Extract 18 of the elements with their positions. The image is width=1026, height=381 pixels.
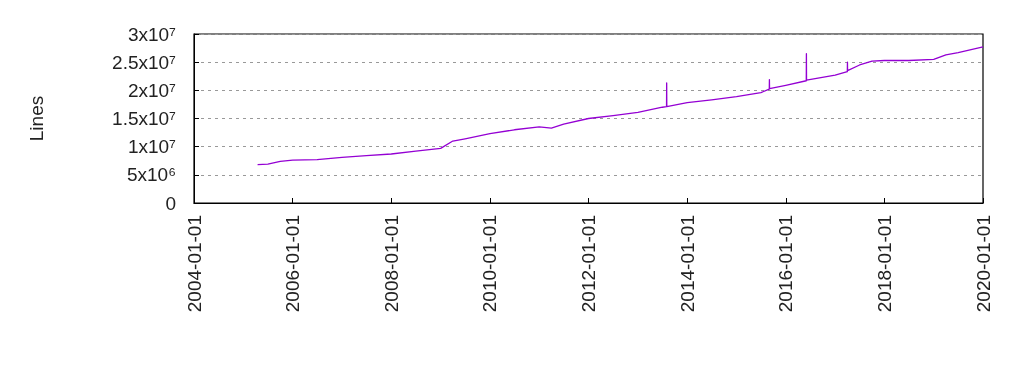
y-tick-label: 0 (165, 192, 176, 214)
x-tick-label: 2010-01-01 (479, 215, 501, 313)
y-tick-label: 5x10⁶ (126, 164, 176, 186)
line-series (256, 46, 984, 166)
x-tick-label: 2008-01-01 (380, 215, 402, 313)
y-tick-label: 1.5x10⁷ (112, 108, 177, 129)
x-tick-label: 2004-01-01 (183, 215, 205, 313)
x-tick-label: 2014-01-01 (676, 215, 698, 313)
y-axis-title: Lines (26, 95, 47, 142)
y-tick-label: 1x10⁷ (127, 136, 177, 158)
x-tick-label: 2012-01-01 (578, 215, 599, 313)
x-tick-label: 2020-01-01 (972, 215, 994, 313)
y-tick-label: 2.5x10⁷ (112, 51, 177, 73)
y-tick-label: 3x10⁷ (127, 23, 177, 45)
x-tick-label: 2018-01-01 (873, 215, 895, 313)
x-tick-label: 2016-01-01 (775, 215, 797, 313)
x-tick-label: 2006-01-01 (282, 215, 304, 313)
y-tick-label: 2x10⁷ (127, 79, 177, 101)
